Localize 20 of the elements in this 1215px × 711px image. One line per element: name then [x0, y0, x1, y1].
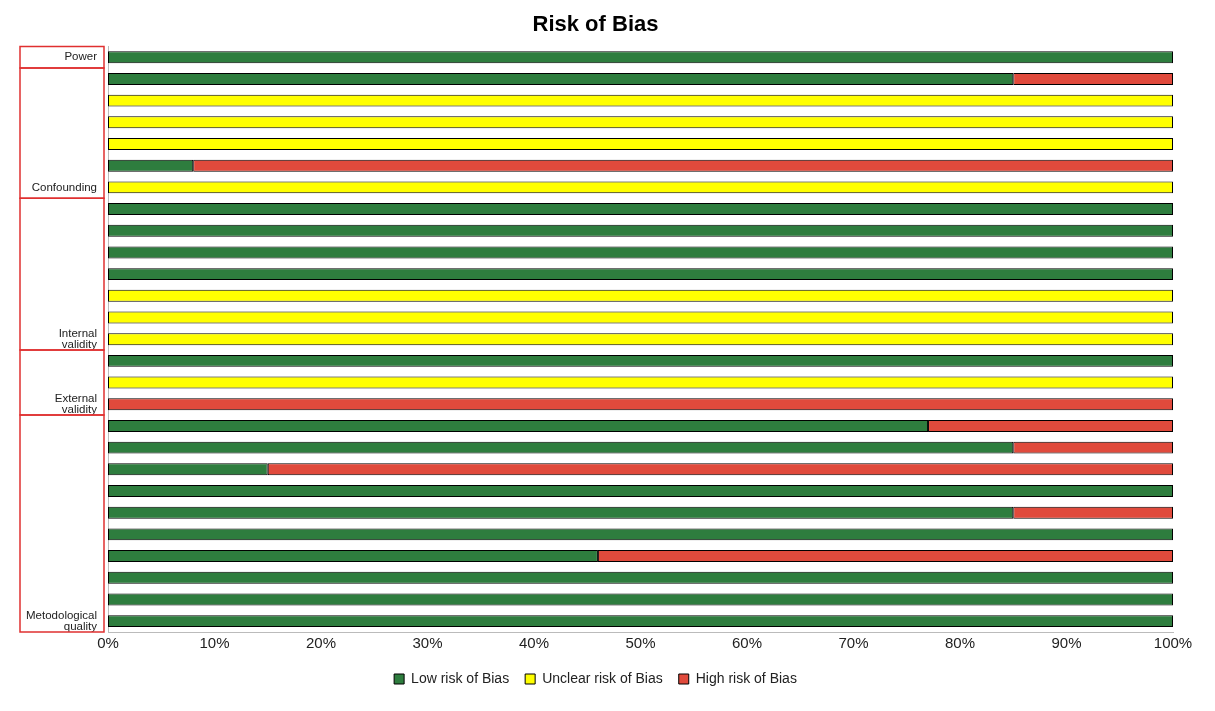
- x-tick-label: 100%: [1153, 634, 1193, 652]
- x-tick-label: 90%: [1051, 634, 1082, 652]
- y-tick-label: Power: [64, 50, 98, 63]
- x-tick-label: 50%: [625, 634, 656, 652]
- legend-label: Unclear risk of Bias: [542, 669, 663, 686]
- y-tick-label: Confounding: [31, 180, 97, 193]
- x-tick-label: 30%: [412, 634, 443, 652]
- x-tick-label: 20%: [305, 634, 337, 652]
- x-tick-label: 10%: [199, 634, 230, 652]
- y-tick-label: External validity: [54, 392, 98, 415]
- x-tick-label: 0%: [97, 634, 119, 652]
- x-tick-label: 80%: [944, 634, 976, 652]
- legend-label: High risk of Bias: [695, 669, 797, 686]
- x-tick-label: 60%: [731, 634, 763, 652]
- chart-title: Risk of Bias: [532, 11, 659, 37]
- x-tick-label: 70%: [838, 634, 869, 652]
- y-tick-label: Internal validity: [58, 327, 98, 350]
- legend-label: Low risk of Bias: [411, 669, 510, 686]
- y-tick-label: Metodological quality: [26, 609, 98, 632]
- x-tick-label: 40%: [518, 634, 550, 652]
